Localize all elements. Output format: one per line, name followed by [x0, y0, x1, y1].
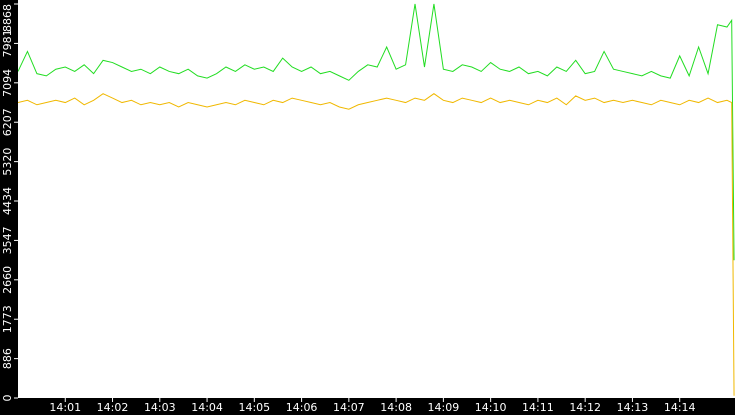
series-line [18, 3, 735, 261]
y-tick-label: 4434 [1, 187, 14, 215]
x-tick-label: 14:12 [569, 401, 601, 414]
x-tick-label: 14:13 [617, 401, 649, 414]
y-tick-label: 0 [1, 395, 14, 402]
y-tick-label: 6207 [1, 108, 14, 136]
y-axis-band [0, 0, 18, 415]
x-tick-label: 14:10 [475, 401, 507, 414]
x-tick-label: 14:09 [428, 401, 460, 414]
x-tick-label: 14:05 [238, 401, 270, 414]
series-line [18, 93, 735, 396]
x-tick-label: 14:06 [286, 401, 318, 414]
x-tick-label: 14:03 [144, 401, 176, 414]
x-tick-label: 14:01 [49, 401, 81, 414]
x-tick-label: 14:07 [333, 401, 365, 414]
y-tick-label: 7094 [1, 69, 14, 97]
y-tick-label: 1773 [1, 305, 14, 333]
x-tick-label: 14:04 [191, 401, 223, 414]
y-tick-label: 2660 [1, 266, 14, 294]
x-tick-label: 14:08 [380, 401, 412, 414]
x-axis-band [0, 398, 735, 415]
y-tick-label: 7981 [1, 29, 14, 57]
y-tick-label: 5320 [1, 148, 14, 176]
x-tick-label: 14:14 [664, 401, 696, 414]
x-tick-label: 14:02 [97, 401, 129, 414]
y-tick-label: 8868 [1, 4, 14, 32]
y-tick-label: 3547 [1, 226, 14, 254]
x-tick-label: 14:11 [522, 401, 554, 414]
y-tick-label: 886 [1, 348, 14, 369]
